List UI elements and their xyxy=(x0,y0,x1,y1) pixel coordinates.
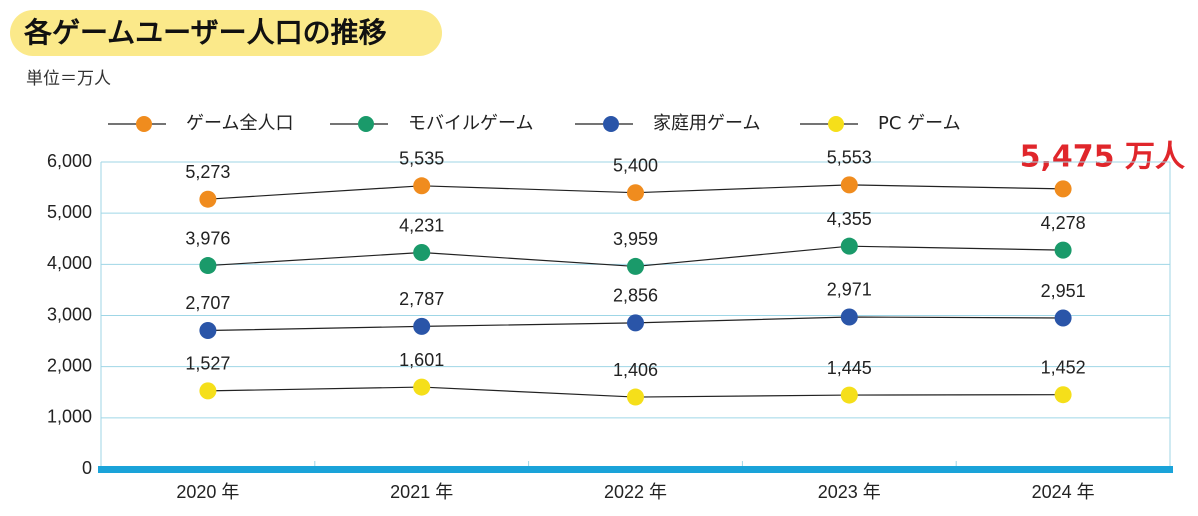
value-label: 1,527 xyxy=(185,354,230,374)
value-label: 2,707 xyxy=(185,293,230,313)
value-label: 5,535 xyxy=(399,149,444,169)
x-tick-label: 2021 年 xyxy=(390,482,453,502)
point xyxy=(627,314,644,332)
title-highlight xyxy=(10,10,442,56)
x-tick-label: 2020 年 xyxy=(176,482,239,502)
chart-title: 各ゲームユーザー人口の推移 xyxy=(23,16,387,49)
point xyxy=(413,244,431,262)
y-tick-label: 1,000 xyxy=(47,407,92,427)
legend-label: PC ゲーム xyxy=(878,113,961,134)
point xyxy=(199,382,217,400)
x-axis xyxy=(98,466,1173,473)
legend-marker xyxy=(136,116,152,132)
legend-marker xyxy=(358,116,374,132)
value-label: 1,406 xyxy=(613,360,658,380)
point xyxy=(840,176,858,194)
value-label: 2,971 xyxy=(827,280,872,300)
y-tick-label: 4,000 xyxy=(47,253,92,273)
value-label: 4,355 xyxy=(827,209,872,229)
value-label: 1,601 xyxy=(399,350,444,370)
value-label: 5,553 xyxy=(827,148,872,168)
value-label: 2,856 xyxy=(613,286,658,306)
point xyxy=(627,257,644,275)
y-tick-label: 3,000 xyxy=(47,304,92,324)
y-tick-label: 0 xyxy=(82,458,92,478)
point xyxy=(840,308,858,326)
legend-marker xyxy=(828,116,844,132)
value-label: 4,231 xyxy=(399,215,444,235)
total-annotation: 5,475 万人 xyxy=(1020,140,1185,175)
value-label: 3,959 xyxy=(613,229,658,249)
point xyxy=(1054,309,1072,327)
point xyxy=(840,386,858,404)
value-label: 2,951 xyxy=(1041,281,1086,301)
value-label: 2,787 xyxy=(399,289,444,309)
y-tick-label: 6,000 xyxy=(47,151,92,171)
point xyxy=(840,237,858,255)
x-tick-label: 2024 年 xyxy=(1032,482,1095,502)
y-tick-label: 2,000 xyxy=(47,355,92,375)
value-label: 5,273 xyxy=(185,162,230,182)
y-tick-label: 5,000 xyxy=(47,202,92,222)
point xyxy=(199,321,217,339)
x-tick-label: 2022 年 xyxy=(604,482,667,502)
value-label: 1,452 xyxy=(1041,357,1086,377)
point xyxy=(627,388,644,406)
subtitle: 単位＝万人 xyxy=(26,69,111,89)
value-label: 5,400 xyxy=(613,155,658,175)
value-label: 1,445 xyxy=(827,358,872,378)
point xyxy=(1054,241,1072,259)
value-label: 3,976 xyxy=(185,228,230,248)
point xyxy=(627,184,644,202)
point xyxy=(199,257,217,275)
x-tick-label: 2023 年 xyxy=(818,482,881,502)
legend-label: モバイルゲーム xyxy=(408,113,533,134)
point xyxy=(1054,180,1072,198)
legend-label: ゲーム全人口 xyxy=(186,113,293,134)
point xyxy=(199,190,217,208)
point xyxy=(1054,386,1072,404)
value-label: 4,278 xyxy=(1041,213,1086,233)
legend-marker xyxy=(603,116,619,132)
point xyxy=(413,177,431,195)
point xyxy=(413,317,431,335)
legend-label: 家庭用ゲーム xyxy=(653,113,760,134)
point xyxy=(413,378,431,396)
